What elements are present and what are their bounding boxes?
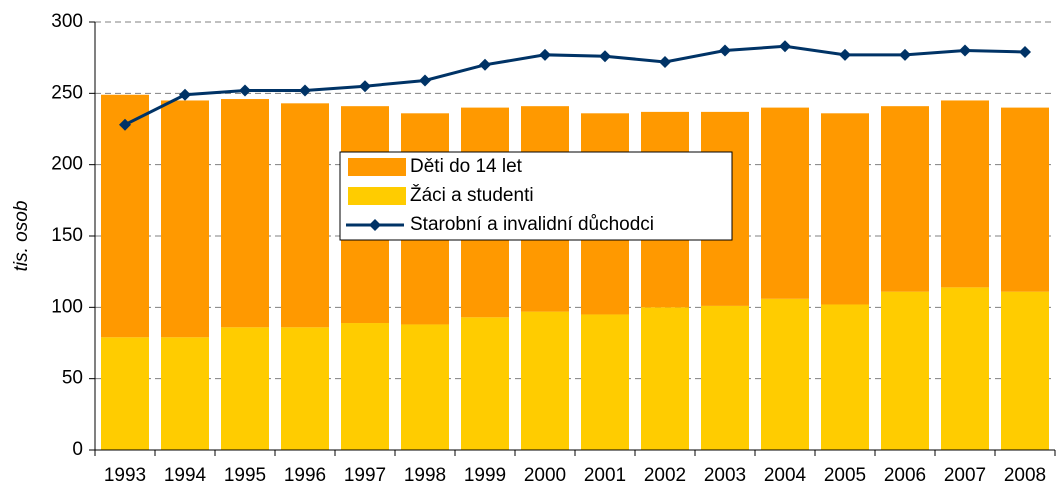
bar-segment — [1001, 107, 1049, 292]
bar-segment — [341, 323, 389, 450]
bar-segment — [1001, 291, 1049, 450]
x-tick-label: 2003 — [704, 465, 746, 486]
line-marker — [539, 48, 551, 61]
bar-segment — [281, 327, 329, 450]
line-marker — [1019, 45, 1031, 58]
legend-swatch — [348, 187, 406, 205]
x-tick-label: 2001 — [584, 465, 626, 486]
y-tick-label: 50 — [62, 368, 83, 389]
legend-marker — [369, 219, 381, 231]
bar-segment — [221, 327, 269, 450]
line-marker — [299, 84, 311, 97]
x-tick-label: 1995 — [224, 465, 266, 486]
line-marker — [839, 48, 851, 61]
bar-segment — [161, 100, 209, 338]
y-tick-label: 100 — [51, 296, 83, 317]
line-marker — [659, 55, 671, 68]
x-tick-label: 2000 — [524, 465, 566, 486]
legend-label: Děti do 14 let — [410, 156, 523, 177]
y-tick-label: 200 — [51, 154, 83, 175]
bar-segment — [401, 324, 449, 450]
x-tick-label: 2004 — [764, 465, 807, 486]
bar-segment — [761, 107, 809, 299]
x-tick-label: 2005 — [824, 465, 866, 486]
bar-segment — [461, 317, 509, 450]
line-marker — [599, 50, 611, 63]
bar-segment — [701, 305, 749, 450]
x-tick-label: 2007 — [944, 465, 986, 486]
bar-segment — [521, 311, 569, 450]
line-marker — [359, 80, 371, 93]
x-tick-label: 1994 — [164, 465, 207, 486]
y-tick-label: 150 — [51, 225, 83, 246]
line-marker — [419, 74, 431, 87]
x-tick-label: 1996 — [284, 465, 326, 486]
x-tick-label: 2008 — [1004, 465, 1046, 486]
line — [124, 44, 1026, 127]
bar-segment — [641, 307, 689, 450]
bar-segment — [581, 314, 629, 450]
legend-swatch — [348, 158, 406, 176]
bar-segment — [101, 94, 149, 338]
x-tick-label: 1993 — [104, 465, 146, 486]
x-tick-label: 2006 — [884, 465, 926, 486]
x-tick-label: 1997 — [344, 465, 386, 486]
bar-segment — [221, 99, 269, 328]
bar-segment — [821, 113, 869, 305]
line-marker — [959, 44, 971, 57]
line-marker — [479, 58, 491, 71]
bar-segment — [281, 103, 329, 328]
line-marker — [719, 44, 731, 57]
bar-segment — [881, 291, 929, 450]
x-tick-label: 1999 — [464, 465, 506, 486]
bar-segment — [941, 100, 989, 288]
y-tick-label: 300 — [51, 11, 83, 32]
bar-segment — [761, 298, 809, 450]
bar-segment — [941, 287, 989, 450]
y-axis-label: tis. osob — [11, 201, 32, 272]
line-marker — [179, 88, 191, 101]
y-tick-label: 250 — [51, 82, 83, 103]
line-marker — [239, 84, 251, 97]
legend-label: Starobní a invalidní důchodci — [410, 214, 654, 235]
line-marker — [779, 40, 791, 53]
line-marker — [119, 118, 131, 131]
legend-label: Žáci a studenti — [410, 184, 534, 206]
bar-segment — [101, 337, 149, 450]
bar-segment — [821, 304, 869, 450]
x-tick-label: 1998 — [404, 465, 446, 486]
bar-segment — [881, 106, 929, 292]
bar-segment — [161, 337, 209, 450]
y-tick-label: 0 — [72, 439, 83, 460]
line-marker — [899, 48, 911, 61]
x-tick-label: 2002 — [644, 465, 686, 486]
